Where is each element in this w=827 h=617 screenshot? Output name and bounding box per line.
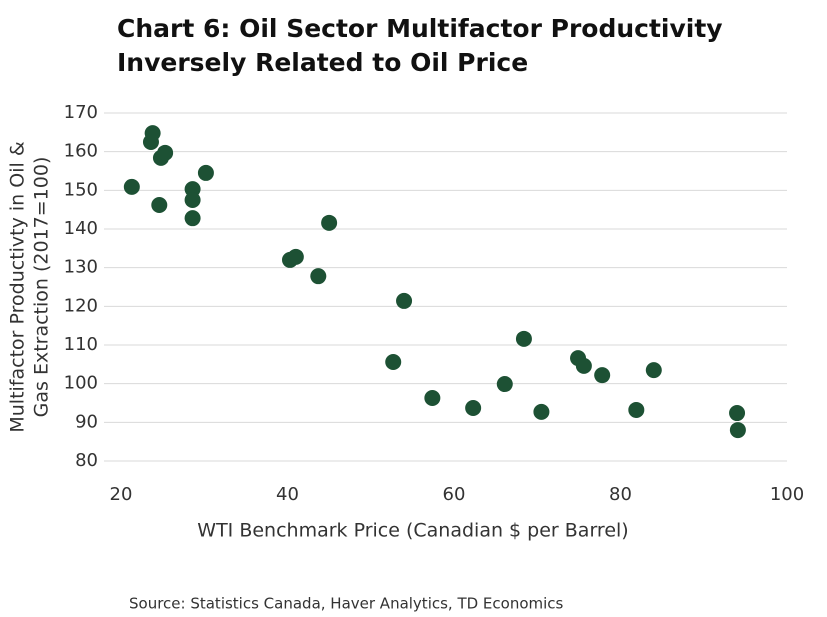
- y-axis-title: Multifactor Productivty in Oil &: [7, 141, 29, 432]
- y-tick-label: 140: [64, 218, 98, 239]
- source-note: Source: Statistics Canada, Haver Analyti…: [129, 595, 564, 613]
- point: [575, 357, 592, 374]
- point: [465, 400, 482, 417]
- point: [184, 210, 201, 227]
- x-tick-label: 20: [110, 484, 133, 505]
- point: [151, 197, 168, 214]
- point: [515, 330, 532, 347]
- x-tick-label: 80: [609, 484, 632, 505]
- x-tick-label: 100: [770, 484, 804, 505]
- point: [123, 178, 140, 195]
- point: [142, 134, 159, 150]
- y-tick-label: 150: [64, 179, 98, 200]
- point: [157, 144, 174, 161]
- y-tick-label: 120: [64, 295, 98, 316]
- x-tick-label: 60: [443, 484, 466, 505]
- point: [184, 192, 201, 208]
- y-tick-label: 110: [64, 334, 98, 355]
- y-tick-label: 160: [64, 141, 98, 162]
- point: [424, 389, 441, 406]
- point: [385, 354, 402, 371]
- point: [396, 292, 413, 309]
- chart-title: Inversely Related to Oil Price: [117, 48, 528, 77]
- y-axis-title: Gas Extraction (2017=100): [31, 157, 53, 418]
- x-tick-label: 40: [276, 484, 299, 505]
- point: [197, 164, 214, 181]
- y-tick-label: 90: [75, 411, 98, 432]
- y-tick-label: 130: [64, 257, 98, 278]
- chart-title: Chart 6: Oil Sector Multifactor Producti…: [117, 14, 723, 43]
- y-tick-label: 100: [64, 373, 98, 394]
- point: [729, 405, 746, 422]
- point: [321, 214, 338, 231]
- point: [628, 401, 645, 418]
- point: [533, 403, 550, 420]
- x-axis-title: WTI Benchmark Price (Canadian $ per Barr…: [197, 520, 628, 542]
- point: [729, 422, 746, 439]
- y-tick-label: 170: [64, 102, 98, 123]
- point: [310, 268, 327, 285]
- y-tick-label: 80: [75, 450, 98, 471]
- point: [287, 248, 304, 265]
- point: [594, 367, 611, 384]
- point: [496, 376, 513, 393]
- point: [645, 362, 662, 379]
